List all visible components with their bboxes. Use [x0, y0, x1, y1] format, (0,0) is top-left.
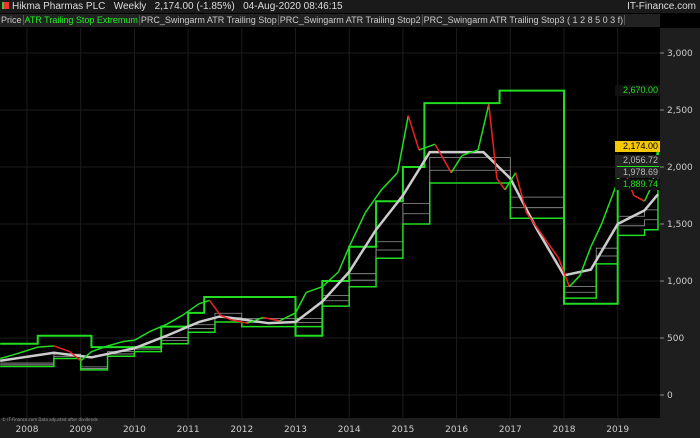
price-segment: [16, 346, 38, 355]
x-tick-label: 2013: [284, 425, 307, 435]
legend-swingarm-3[interactable]: PRC_Swingarm ATR Trailing Stop3 ( 1 2 8 …: [422, 15, 626, 25]
indicator-legend: Price ATR Trailing Stop Extremum PRC_Swing…: [0, 14, 660, 27]
x-tick-label: 2009: [69, 425, 92, 435]
price-segment: [557, 257, 571, 287]
legend-swingarm-1[interactable]: PRC_Swingarm ATR Trailing Stop: [139, 15, 279, 25]
price-segment: [600, 195, 614, 225]
swingarm-stop-line: [0, 179, 659, 371]
price-segment: [279, 312, 296, 322]
price-segment: [53, 345, 71, 353]
x-tick-label: 2010: [123, 425, 146, 435]
x-tick-label: 2011: [177, 425, 200, 435]
price-segment: [590, 223, 603, 248]
price-segment: [407, 115, 420, 151]
legend-price[interactable]: Price: [0, 15, 24, 25]
price-segment: [504, 172, 517, 191]
price-segment: [568, 274, 581, 288]
price-tag: 2,056.72: [615, 154, 660, 166]
y-tick-label: 1,000: [667, 277, 693, 287]
price-tag: 2,670.00: [615, 84, 660, 96]
title-bar: Hikma Pharmas PLC Weekly 2,174.00 (-1.85…: [0, 0, 700, 13]
price-segment: [69, 351, 82, 362]
price-segment: [37, 345, 54, 348]
price-segment: [651, 147, 659, 185]
price-segment: [230, 319, 248, 324]
legend-stop-extremum[interactable]: ATR Trailing Stop Extremum: [23, 15, 140, 25]
y-tick-label: 2,500: [667, 106, 693, 116]
y-tick-label: 500: [667, 334, 684, 344]
price-tag: 2,174.00: [615, 141, 660, 153]
x-tick-label: 2012: [230, 425, 253, 435]
price-segment: [477, 104, 490, 151]
price-segment: [434, 143, 452, 174]
x-tick-label: 2014: [338, 425, 361, 435]
price-segment: [488, 104, 498, 179]
price-segment: [525, 212, 544, 236]
price-segment: [134, 330, 151, 341]
price-segment: [80, 351, 92, 362]
y-tick-label: 3,000: [667, 49, 693, 59]
y-tick-label: 1,500: [667, 220, 693, 230]
price-segment: [150, 323, 167, 332]
x-tick-label: 2018: [553, 425, 576, 435]
x-tick-label: 2016: [445, 425, 468, 435]
price-segment: [263, 316, 280, 322]
price-segment: [418, 143, 436, 151]
instrument-name: Hikma Pharmas PLC: [12, 1, 106, 12]
price-tag: 1,889.74: [615, 178, 660, 190]
price-segment: [541, 234, 560, 259]
price-segment: [450, 155, 463, 174]
price-segment: [348, 212, 366, 248]
price-segment: [633, 194, 645, 202]
price-segment: [91, 345, 108, 353]
mid-line: [0, 150, 659, 363]
price-segment: [198, 299, 210, 305]
price-tag: 1,978.69: [615, 166, 660, 178]
price-segment: [246, 316, 264, 324]
period[interactable]: Weekly: [113, 1, 147, 12]
price-segment: [294, 292, 307, 314]
price-segment: [364, 189, 383, 214]
price-segment: [305, 285, 323, 294]
legend-swingarm-2[interactable]: PRC_Swingarm ATR Trailing Stop2: [278, 15, 423, 25]
x-tick-label: 2017: [499, 425, 522, 435]
price-segment: [220, 314, 232, 321]
chart-icon: [2, 2, 9, 9]
x-tick-label: 2008: [16, 425, 39, 435]
price-segment: [461, 149, 479, 157]
datetime: 04-Aug-2020 08:46:15: [243, 1, 343, 12]
price-segment: [337, 246, 350, 273]
brand: IT-Finance.com: [627, 1, 696, 12]
price-segment: [396, 115, 410, 173]
price-segment: [208, 299, 221, 316]
price-segment: [579, 246, 592, 276]
price-segment: [123, 339, 135, 343]
price-segment: [514, 172, 528, 213]
y-tick-label: 0: [667, 391, 673, 401]
x-tick-label: 2015: [391, 425, 414, 435]
price-segment: [182, 303, 200, 316]
x-tick-label: 2019: [606, 425, 629, 435]
price-segment: [0, 353, 17, 360]
price-segment: [166, 314, 184, 325]
price-segment: [321, 271, 339, 288]
price-segment: [107, 340, 124, 347]
last-price: 2,174.00 (-1.85%): [154, 1, 235, 12]
y-tick-label: 2,000: [667, 163, 693, 173]
copyright: © IT-Finance.com Data adjusted after div…: [2, 417, 98, 422]
price-segment: [496, 177, 506, 191]
price-segment: [380, 172, 399, 191]
